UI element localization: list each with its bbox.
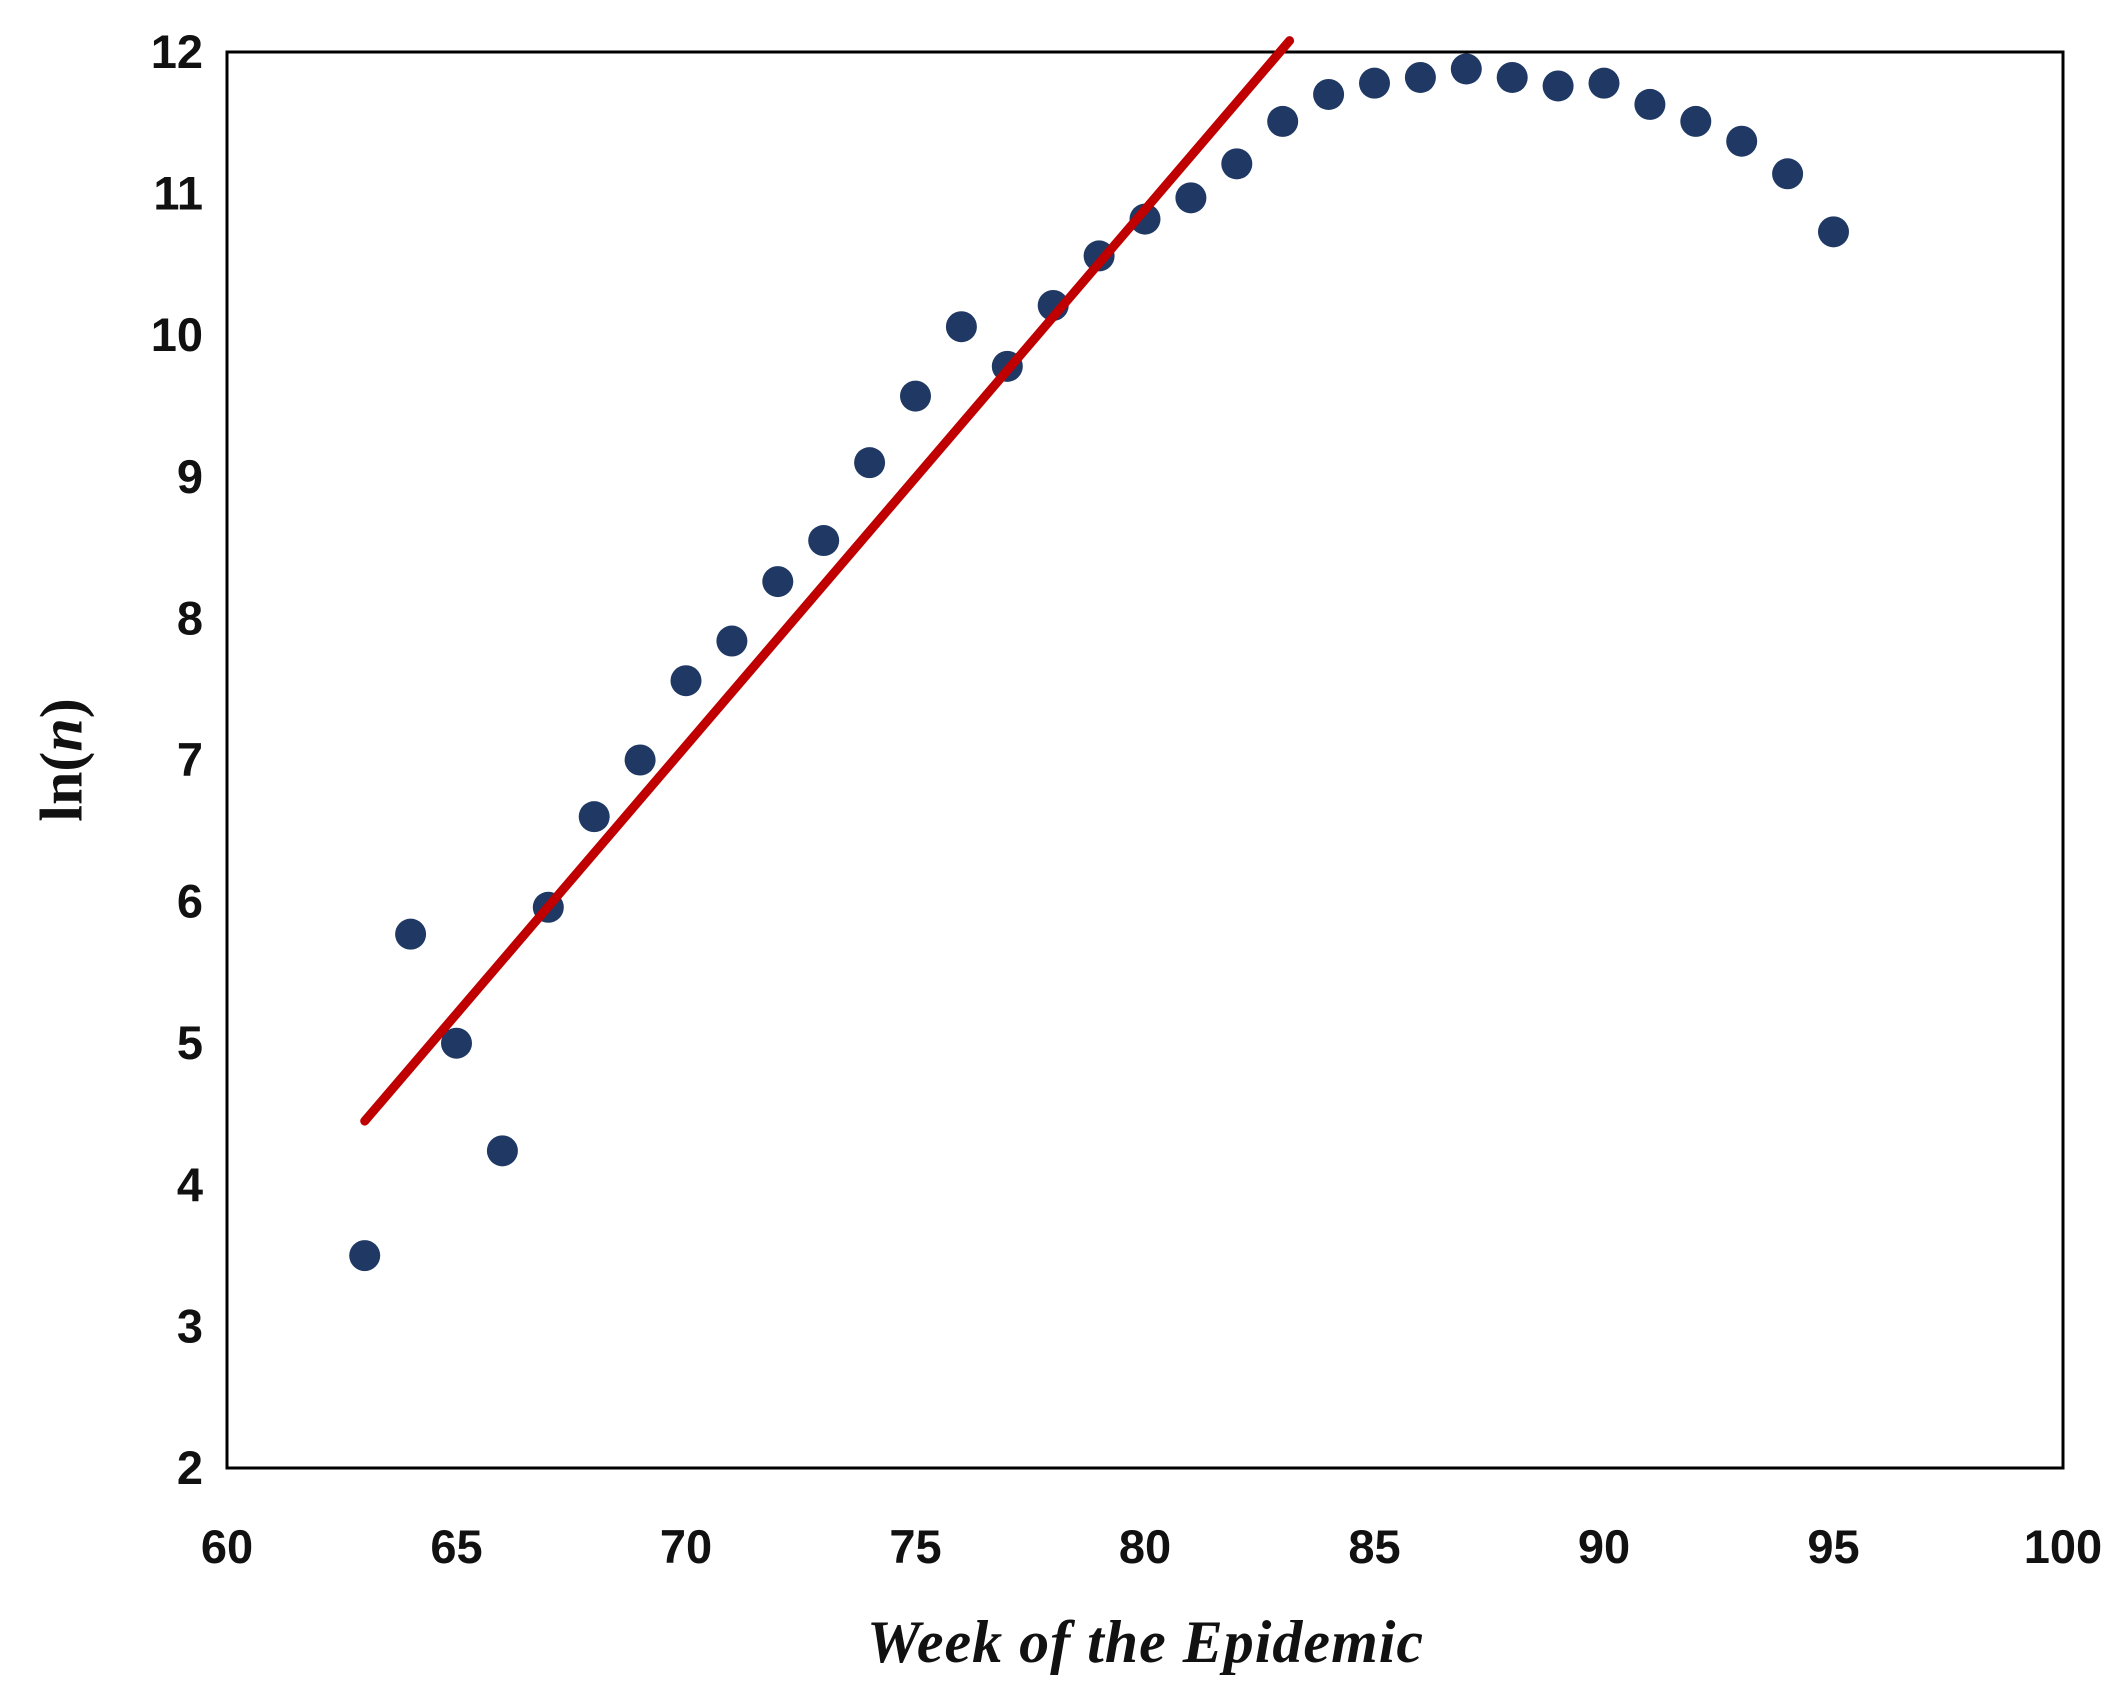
data-point xyxy=(808,525,840,557)
plot-frame xyxy=(225,50,2065,1470)
y-tick-label: 11 xyxy=(153,167,203,220)
x-tick-label: 75 xyxy=(889,1520,941,1573)
data-point xyxy=(1726,125,1758,157)
y-tick-label: 2 xyxy=(177,1441,203,1494)
y-tick-label: 3 xyxy=(177,1299,203,1352)
data-point xyxy=(670,665,702,697)
y-axis-title-prefix: ln( xyxy=(28,751,95,822)
x-tick-label: 70 xyxy=(660,1520,712,1573)
y-tick-label: 6 xyxy=(177,875,203,928)
y-tick-label: 7 xyxy=(177,733,203,786)
data-point xyxy=(624,744,656,776)
data-point xyxy=(1450,53,1482,85)
data-point xyxy=(1634,88,1666,120)
data-point xyxy=(762,566,794,598)
data-point xyxy=(854,447,886,479)
data-point xyxy=(1359,67,1390,99)
data-point xyxy=(1404,61,1436,93)
data-point xyxy=(1680,105,1712,137)
data-point xyxy=(1267,105,1299,137)
x-tick-label: 95 xyxy=(1807,1520,1859,1573)
data-point xyxy=(1818,216,1849,248)
data-point xyxy=(1772,158,1804,190)
x-tick-label: 100 xyxy=(2024,1520,2102,1573)
trendline xyxy=(360,36,1295,1126)
x-tick-label: 85 xyxy=(1348,1520,1400,1573)
y-tick-label: 12 xyxy=(151,25,203,78)
y-tick-label: 8 xyxy=(177,591,203,644)
y-tick-label: 4 xyxy=(177,1158,203,1211)
y-axis-title-variable: n xyxy=(28,718,95,752)
data-point xyxy=(1221,148,1253,180)
data-point xyxy=(1496,61,1528,93)
y-tick-label: 9 xyxy=(177,450,203,503)
data-point xyxy=(486,1135,518,1167)
data-point xyxy=(578,801,610,833)
data-point xyxy=(395,918,427,950)
data-point xyxy=(349,1240,381,1272)
y-tick-label: 5 xyxy=(177,1016,203,1069)
x-tick-label: 80 xyxy=(1119,1520,1171,1573)
data-point xyxy=(1588,67,1620,99)
x-tick-label: 65 xyxy=(430,1520,482,1573)
y-tick-label: 10 xyxy=(151,308,203,361)
data-point xyxy=(1129,203,1161,235)
data-point xyxy=(900,380,931,412)
data-point xyxy=(1175,182,1207,214)
data-point xyxy=(716,625,748,657)
x-tick-label: 90 xyxy=(1578,1520,1630,1573)
data-point xyxy=(441,1027,472,1059)
y-axis-title: ln(n) xyxy=(28,698,97,821)
data-point xyxy=(1542,70,1574,102)
y-axis-title-suffix: ) xyxy=(28,698,95,719)
x-axis-title: Week of the Epidemic xyxy=(866,1609,1425,1675)
data-point xyxy=(945,311,977,343)
data-point xyxy=(1313,78,1345,110)
x-tick-label: 60 xyxy=(201,1520,253,1573)
